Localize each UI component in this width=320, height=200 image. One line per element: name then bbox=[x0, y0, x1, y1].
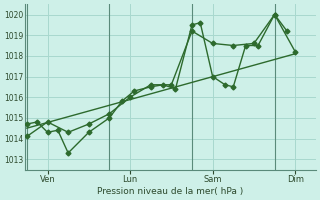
X-axis label: Pression niveau de la mer( hPa ): Pression niveau de la mer( hPa ) bbox=[97, 187, 244, 196]
